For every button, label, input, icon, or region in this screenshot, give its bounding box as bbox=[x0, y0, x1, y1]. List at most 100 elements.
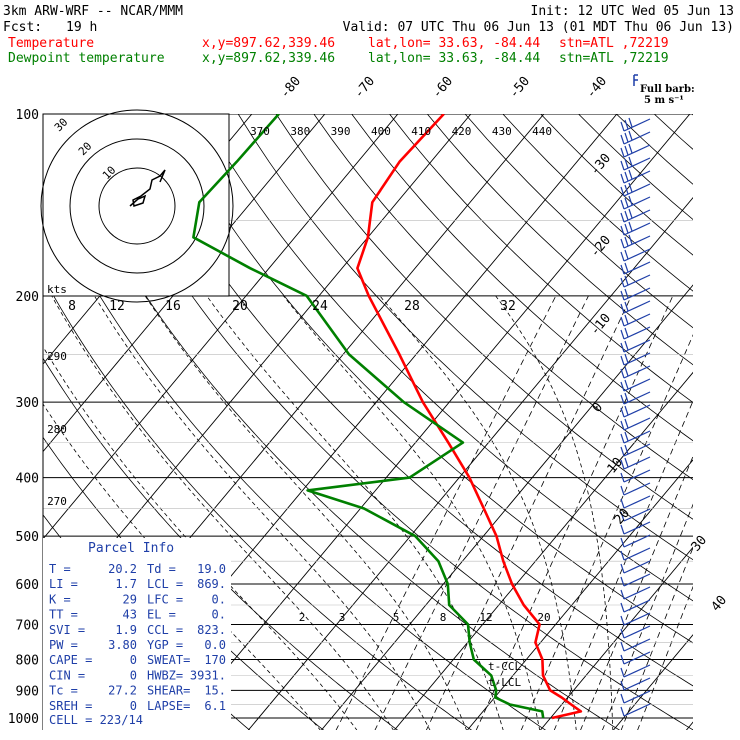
wind-barb-flag bbox=[624, 314, 629, 325]
dry-adiabat bbox=[43, 275, 473, 730]
wind-barb-flag bbox=[624, 366, 629, 377]
mixing-ratio-label: 8 bbox=[68, 299, 76, 314]
wind-barb-flag bbox=[620, 498, 625, 509]
isotherm bbox=[43, 114, 326, 453]
wind-barb-flag bbox=[628, 195, 633, 206]
moist-adiabat bbox=[144, 295, 467, 730]
isotherm bbox=[539, 546, 693, 730]
wind-barb-flag bbox=[624, 288, 629, 299]
wind-barb-flag bbox=[620, 459, 625, 470]
isotherm bbox=[685, 721, 693, 730]
wind-key: Full barb: 5 m s⁻¹ bbox=[633, 74, 695, 106]
wind-barb-flag bbox=[628, 221, 633, 232]
dry-adiabat bbox=[691, 114, 693, 116]
wind-barb bbox=[623, 391, 651, 405]
wind-barb-flag bbox=[620, 407, 625, 418]
wind-barb bbox=[623, 521, 651, 535]
legend-temperature: Temperature bbox=[8, 36, 94, 51]
mixing-ratio-label: 32 bbox=[500, 299, 516, 314]
pressure-label: 300 bbox=[16, 396, 39, 411]
dry-adiabat bbox=[200, 114, 693, 602]
wind-barb bbox=[623, 261, 651, 275]
dry-adiabat bbox=[389, 114, 693, 403]
wind-barb-flag bbox=[624, 158, 629, 169]
mixing-ratio-label-lower: 5 bbox=[393, 611, 400, 624]
parcel-param-value: 43 bbox=[123, 608, 137, 622]
pressure-label: 100 bbox=[16, 108, 39, 123]
pressure-label: 900 bbox=[16, 684, 39, 699]
parcel-param-name: TT = bbox=[49, 608, 78, 622]
wind-barb-flag bbox=[620, 303, 625, 314]
parcel-param-value: 869. bbox=[197, 577, 226, 591]
parcel-param-name: CCL = bbox=[147, 623, 183, 637]
isotherm-label: -20 bbox=[588, 233, 615, 261]
parcel-param-value: 1.7 bbox=[115, 577, 137, 591]
dry-adiabat bbox=[48, 114, 621, 730]
isotherm-label: -60 bbox=[430, 74, 457, 102]
wind-barb-flag bbox=[620, 706, 625, 717]
parcel-param-name: SVI = bbox=[49, 623, 85, 637]
parcel-param-name: SREH = bbox=[49, 699, 92, 713]
pressure-label: 700 bbox=[16, 618, 39, 633]
isotherm-label: -80 bbox=[278, 74, 305, 102]
wind-barb-flag bbox=[628, 130, 633, 141]
init-time: Init: 12 UTC Wed 05 Jun 13 bbox=[531, 4, 735, 19]
dry-adiabat bbox=[237, 114, 693, 561]
wind-barb bbox=[623, 209, 651, 223]
wind-barb-flag bbox=[624, 405, 629, 416]
hodograph-ring bbox=[69, 138, 205, 274]
parcel-param-value: 0. bbox=[212, 608, 226, 622]
wind-barb-flag bbox=[624, 340, 629, 351]
parcel-param-name: T = bbox=[49, 562, 71, 576]
isotherm bbox=[43, 114, 472, 628]
wind-barb bbox=[623, 612, 651, 626]
parcel-param-value: 6.1 bbox=[204, 699, 226, 713]
wind-barb-flag bbox=[620, 420, 625, 431]
pressure-label: 400 bbox=[16, 472, 39, 487]
wind-barb-flag bbox=[620, 537, 625, 548]
legend-dewpoint: Dewpoint temperature bbox=[8, 51, 165, 66]
parcel-param-value: 0 bbox=[130, 699, 137, 713]
mixing-ratio-label: 12 bbox=[109, 299, 125, 314]
isotherm bbox=[612, 634, 693, 730]
wind-barb-flag bbox=[628, 143, 633, 154]
wind-barb-flag bbox=[620, 160, 625, 171]
pressure-label: 600 bbox=[16, 578, 39, 593]
wind-barb-flag bbox=[628, 169, 633, 180]
wind-barb-flag bbox=[624, 210, 629, 221]
wind-barb-flag bbox=[620, 693, 625, 704]
wind-barb-flag bbox=[620, 550, 625, 561]
mixing-ratio-line bbox=[335, 295, 557, 730]
wind-barb-flag bbox=[620, 225, 625, 236]
wind-barb bbox=[623, 482, 651, 496]
wind-barb-flag bbox=[628, 234, 633, 245]
wind-barb-flag bbox=[624, 457, 629, 468]
wind-barb bbox=[623, 339, 651, 353]
wind-barb-flag bbox=[620, 212, 625, 223]
wind-barb-flag bbox=[620, 602, 625, 613]
hodograph-ring bbox=[40, 109, 234, 303]
parcel-param-value: 19.0 bbox=[197, 562, 226, 576]
wind-barb bbox=[623, 326, 651, 340]
wind-barb-flag bbox=[620, 290, 625, 301]
wind-barb-flag bbox=[628, 182, 633, 193]
parcel-param-value: 0. bbox=[212, 592, 226, 606]
moist-adiabat bbox=[495, 295, 614, 730]
theta-label: 400 bbox=[371, 125, 391, 138]
wind-barb bbox=[623, 157, 651, 171]
wind-barb-flag bbox=[620, 524, 625, 535]
isotherm-label: -50 bbox=[507, 74, 534, 102]
legend-dewpoint-xy: x,y=897.62,339.46 bbox=[202, 51, 335, 66]
wind-barb-flag bbox=[628, 117, 633, 128]
dry-adiabat bbox=[653, 114, 693, 150]
pressure-axis-labels: 100 200 300 400 500 600 700 800 900 1000 bbox=[8, 108, 39, 727]
wind-barb-flag bbox=[620, 186, 625, 197]
wind-barb-flag bbox=[620, 316, 625, 327]
hodograph-trace bbox=[129, 169, 166, 207]
dry-adiabat bbox=[578, 114, 693, 220]
pressure-label: 500 bbox=[16, 530, 39, 545]
wind-barb bbox=[623, 313, 651, 327]
parcel-param-value: 170 bbox=[204, 653, 226, 667]
